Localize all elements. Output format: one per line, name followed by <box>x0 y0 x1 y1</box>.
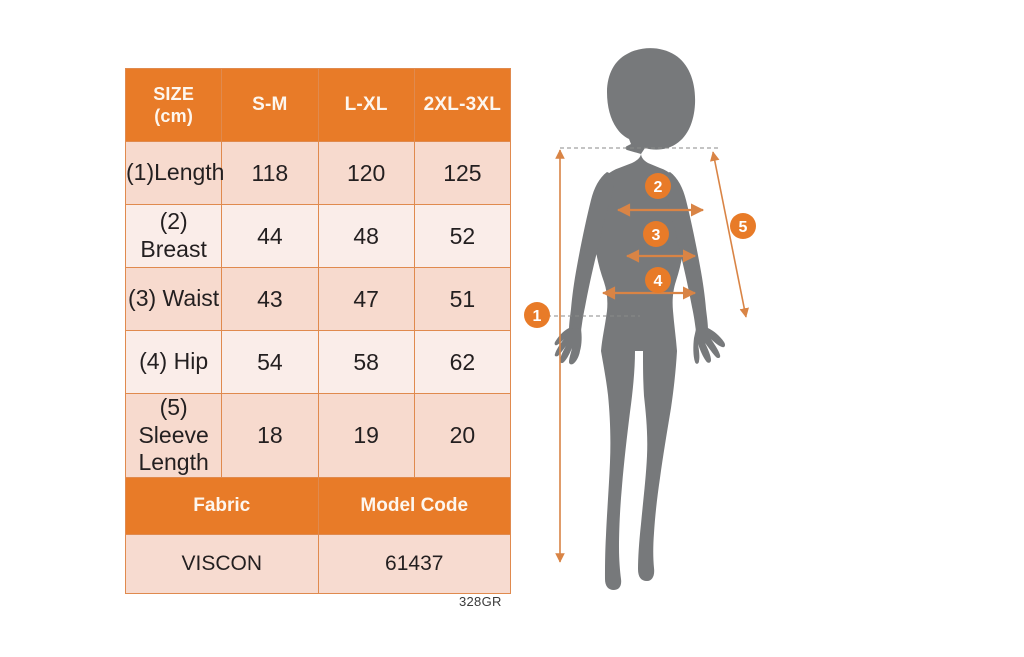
marker-badge-4: 4 <box>645 267 671 293</box>
female-silhouette-icon <box>554 48 726 590</box>
cell-breast-l-xl: 48 <box>317 204 415 268</box>
table-footer-header-row: Fabric Model Code <box>125 476 511 535</box>
row-label-sleeve-line2: Length <box>138 449 209 476</box>
cell-breast-2xl-3xl: 52 <box>413 204 512 268</box>
row-label-hip: (4) Hip <box>124 330 223 394</box>
row-label-waist: (3) Waist <box>124 267 223 331</box>
marker-badge-1: 1 <box>524 302 550 328</box>
cell-sleeve-s-m: 18 <box>221 393 319 478</box>
marker-badge-5-label: 5 <box>739 219 748 236</box>
footer-header-fabric: Fabric <box>125 476 319 535</box>
cell-length-2xl-3xl: 125 <box>413 141 512 205</box>
table-row: (5) Sleeve Length 18 19 20 <box>124 393 512 478</box>
row-label-length: (1)Length <box>124 141 224 205</box>
row-label-sleeve-line1: (5) Sleeve <box>138 394 209 448</box>
cell-length-s-m: 118 <box>221 141 319 205</box>
measurement-arrows <box>555 149 749 563</box>
marker-badge-5: 5 <box>730 213 756 239</box>
header-column-l-xl: L-XL <box>317 68 415 142</box>
measurement-figure-panel: 1 2 3 4 5 <box>515 20 815 640</box>
cell-waist-l-xl: 47 <box>317 267 415 331</box>
footer-value-model-code: 61437 <box>317 533 511 594</box>
cell-hip-2xl-3xl: 62 <box>413 330 512 394</box>
cell-waist-2xl-3xl: 51 <box>413 267 512 331</box>
header-column-s-m: S-M <box>221 68 319 142</box>
header-size-label: SIZE (cm) <box>124 68 223 142</box>
header-column-2xl-3xl: 2XL-3XL <box>413 68 512 142</box>
row-label-breast: (2) Breast <box>124 204 223 268</box>
marker-badge-3-label: 3 <box>652 227 661 244</box>
table-row: (3) Waist 43 47 51 <box>124 267 512 331</box>
model-tag: 328GR <box>459 594 502 609</box>
marker-badge-4-label: 4 <box>654 273 663 290</box>
table-footer-value-row: VISCON 61437 <box>125 533 511 594</box>
marker-badge-2: 2 <box>645 173 671 199</box>
table-row: (1)Length 118 120 125 <box>124 141 512 205</box>
cell-sleeve-l-xl: 19 <box>317 393 415 478</box>
size-chart-table: SIZE (cm) S-M L-XL 2XL-3XL (1)Length 118… <box>124 68 512 594</box>
arrow-sleeve-diagonal <box>710 151 749 318</box>
footer-value-fabric: VISCON <box>125 533 319 594</box>
cell-sleeve-2xl-3xl: 20 <box>413 393 512 478</box>
table-header-row: SIZE (cm) S-M L-XL 2XL-3XL <box>124 68 512 142</box>
marker-badge-2-label: 2 <box>654 179 663 196</box>
cell-length-l-xl: 120 <box>317 141 415 205</box>
measurement-marker-badges: 1 2 3 4 5 <box>524 173 756 328</box>
cell-breast-s-m: 44 <box>221 204 319 268</box>
marker-badge-1-label: 1 <box>533 308 542 325</box>
footer-header-model-code: Model Code <box>317 476 511 535</box>
marker-badge-3: 3 <box>643 221 669 247</box>
cell-hip-s-m: 54 <box>221 330 319 394</box>
cell-hip-l-xl: 58 <box>317 330 415 394</box>
header-size-line1: SIZE <box>153 83 195 104</box>
header-size-line2: (cm) <box>154 106 194 126</box>
table-row: (2) Breast 44 48 52 <box>124 204 512 268</box>
table-row: (4) Hip 54 58 62 <box>124 330 512 394</box>
row-label-sleeve-length: (5) Sleeve Length <box>124 393 223 478</box>
cell-waist-s-m: 43 <box>221 267 319 331</box>
